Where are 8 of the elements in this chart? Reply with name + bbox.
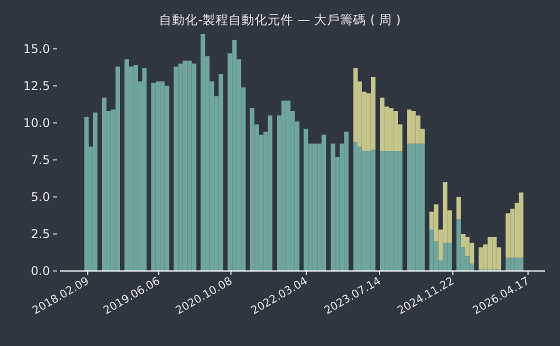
y-tick-label: 0.0 bbox=[30, 264, 50, 278]
y-tick-label: 12.5 bbox=[23, 78, 50, 93]
y-tick-label: 10.0 bbox=[23, 116, 50, 130]
y-tick-label: 5.0 bbox=[30, 190, 50, 204]
y-tick-label: 15.0 bbox=[23, 42, 50, 56]
y-tick-label: 7.5 bbox=[30, 152, 50, 167]
y-tick-label: 2.5 bbox=[30, 226, 50, 241]
chart-title: 自動化-製程自動化元件 — 大戶籌碼 ( 周 ) bbox=[159, 12, 401, 27]
